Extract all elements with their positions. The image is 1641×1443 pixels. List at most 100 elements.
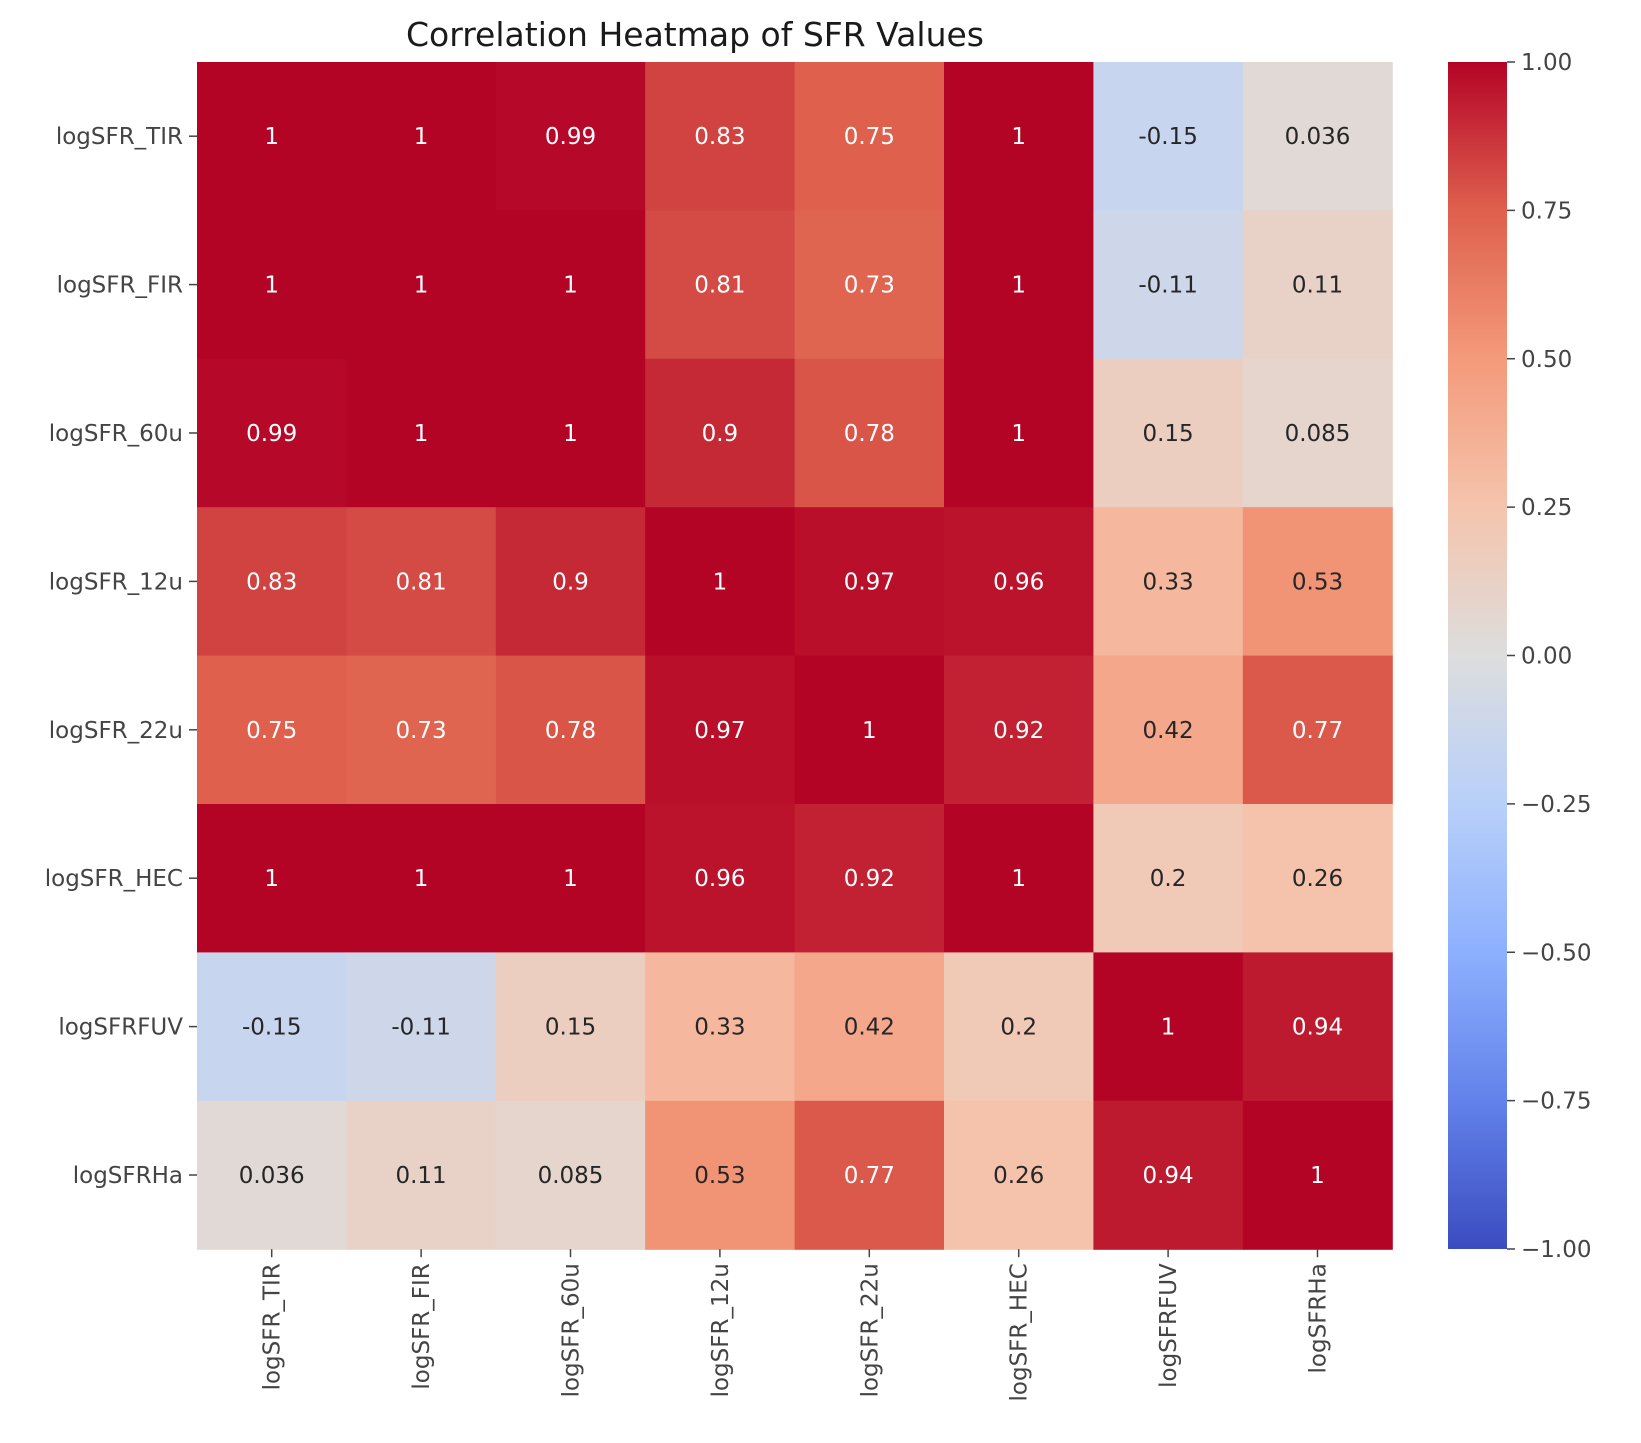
cell-value-label: 0.33 — [694, 1015, 745, 1041]
heatmap-cell — [645, 62, 796, 211]
column-tick-label: logSFR_HEC — [1007, 1263, 1033, 1401]
cell-value-label: 1 — [862, 718, 877, 744]
heatmap-cell — [944, 655, 1094, 805]
cell-value-label: 0.26 — [993, 1163, 1044, 1189]
colorbar-tick-label: −0.75 — [1521, 1089, 1591, 1115]
heatmap-cell — [495, 804, 646, 953]
cell-value-label: 0.2 — [1000, 1015, 1037, 1041]
cell-value-label: 1 — [1011, 866, 1026, 892]
cell-value-label: 0.9 — [702, 421, 739, 447]
heatmap-cell — [794, 952, 945, 1102]
column-tick-label: logSFRFUV — [1156, 1263, 1182, 1388]
cell-value-label: 1 — [414, 421, 429, 447]
cell-value-label: 0.78 — [844, 421, 895, 447]
cell-value-label: 0.085 — [1285, 421, 1351, 447]
heatmap-cell — [645, 952, 796, 1102]
chart-title: Correlation Heatmap of SFR Values — [406, 15, 984, 54]
cell-value-label: 0.83 — [694, 124, 745, 150]
heatmap-cell — [197, 210, 347, 360]
heatmap-cell — [1093, 804, 1244, 953]
colorbar-tick-label: −0.50 — [1521, 940, 1591, 966]
column-tick-label: logSFR_FIR — [409, 1263, 435, 1389]
row-tick-labels: logSFR_TIR logSFR_FIR logSFR_60u logSFR_12u… — [45, 124, 197, 1189]
heatmap-cell — [495, 1100, 646, 1250]
heatmap-cell — [495, 62, 646, 211]
cell-value-label: -0.11 — [391, 1015, 451, 1041]
cell-value-label: 0.036 — [1285, 124, 1351, 150]
heatmap-cell — [197, 62, 347, 211]
heatmap-cell — [645, 358, 796, 508]
column-tick-label: logSFR_12u — [708, 1263, 734, 1397]
heatmap-cell — [794, 507, 945, 657]
cell-value-label: 0.83 — [246, 569, 297, 595]
heatmap-cell — [346, 1100, 497, 1250]
heatmap-cell — [197, 952, 347, 1102]
heatmap-cell — [944, 1100, 1094, 1250]
cell-value-label: 1 — [563, 421, 578, 447]
heatmap-cell — [944, 804, 1094, 953]
colorbar — [1448, 62, 1507, 1249]
row-tick-label: logSFR_FIR — [57, 273, 183, 299]
heatmap-cell — [645, 655, 796, 805]
heatmap-cell — [944, 210, 1094, 360]
heatmap-cell — [1093, 210, 1244, 360]
heatmap-cell — [1242, 655, 1393, 805]
column-tick-label: logSFR_60u — [559, 1263, 585, 1397]
cell-value-label: 0.92 — [844, 866, 895, 892]
colorbar-tick-label: 0.00 — [1521, 644, 1572, 670]
heatmap-cell — [1093, 655, 1244, 805]
cell-value-label: 0.94 — [1292, 1015, 1343, 1041]
heatmap-cell — [645, 804, 796, 953]
cell-value-label: 0.99 — [246, 421, 297, 447]
cell-value-label: 0.99 — [545, 124, 596, 150]
heatmap-cells: 1 1 0.99 0.83 0.75 1 -0.15 0.036 1 1 1 0.81 0.73 1 -0.… — [197, 62, 1393, 1250]
heatmap-cell — [346, 62, 497, 211]
row-tick-label: logSFRHa — [73, 1163, 183, 1189]
cell-value-label: 1 — [1161, 1015, 1176, 1041]
row-tick-label: logSFR_HEC — [45, 866, 183, 892]
cell-value-label: 0.2 — [1150, 866, 1187, 892]
cell-value-label: 1 — [1011, 273, 1026, 299]
cell-value-label: 1 — [414, 124, 429, 150]
colorbar-tick-label: 0.25 — [1521, 495, 1572, 521]
heatmap-cell — [495, 507, 646, 657]
cell-value-label: 0.75 — [246, 718, 297, 744]
heatmap-cell — [346, 952, 497, 1102]
cell-value-label: 0.73 — [844, 273, 895, 299]
heatmap-cell — [645, 507, 796, 657]
heatmap-cell — [1093, 62, 1244, 211]
row-tick-label: logSFRFUV — [58, 1015, 183, 1041]
cell-value-label: -0.15 — [1138, 124, 1198, 150]
heatmap-cell — [346, 804, 497, 953]
cell-value-label: 0.97 — [844, 569, 895, 595]
heatmap-cell — [495, 210, 646, 360]
heatmap-cell — [1093, 358, 1244, 508]
heatmap-cell — [1242, 507, 1393, 657]
cell-value-label: 1 — [1011, 421, 1026, 447]
row-tick-label: logSFR_60u — [49, 421, 183, 447]
cell-value-label: 0.42 — [1142, 718, 1193, 744]
cell-value-label: 0.81 — [694, 273, 745, 299]
heatmap-cell — [1093, 1100, 1244, 1250]
heatmap-cell — [944, 62, 1094, 211]
cell-value-label: 0.15 — [545, 1015, 596, 1041]
cell-value-label: 1 — [264, 124, 279, 150]
heatmap-cell — [794, 62, 945, 211]
heatmap-cell — [794, 804, 945, 953]
cell-value-label: 0.96 — [993, 569, 1044, 595]
colorbar-tick-label: −0.25 — [1521, 792, 1591, 818]
cell-value-label: 0.085 — [538, 1163, 604, 1189]
heatmap-cell — [197, 655, 347, 805]
column-tick-label: logSFRHa — [1306, 1263, 1332, 1373]
cell-value-label: 0.96 — [694, 866, 745, 892]
colorbar-tick-label: 1.00 — [1521, 50, 1572, 76]
heatmap-cell — [197, 804, 347, 953]
heatmap-cell — [794, 358, 945, 508]
cell-value-label: 0.92 — [993, 718, 1044, 744]
heatmap-cell — [645, 1100, 796, 1250]
heatmap-cell — [1093, 507, 1244, 657]
heatmap-cell — [794, 655, 945, 805]
heatmap-cell — [1242, 804, 1393, 953]
column-tick-label: logSFR_TIR — [260, 1263, 286, 1390]
row-tick-label: logSFR_12u — [49, 569, 183, 595]
